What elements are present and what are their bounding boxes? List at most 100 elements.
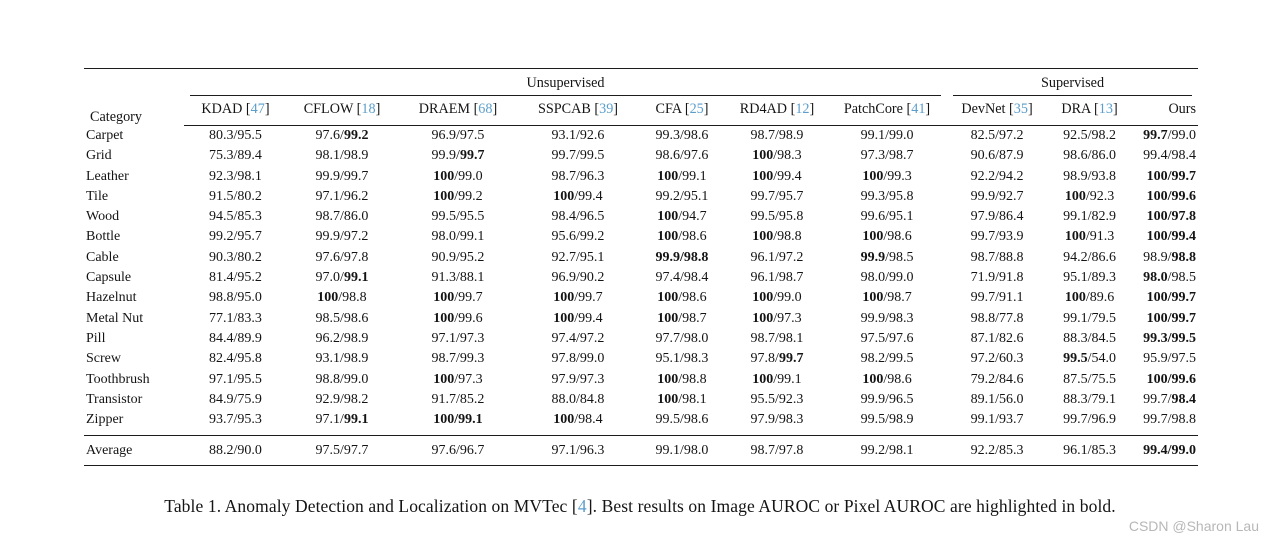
category-cell: Toothbrush <box>86 371 150 387</box>
result-cell: 97.4/98.4 <box>655 270 709 286</box>
result-cell: 100/98.6 <box>862 371 912 387</box>
result-cell: 99.1/99.0 <box>860 128 914 143</box>
result-cell: 97.3/98.7 <box>860 148 914 164</box>
citation-link[interactable]: 18 <box>361 101 376 117</box>
result-cell: 96.9/97.5 <box>431 128 485 143</box>
result-cell: 97.5/97.7 <box>287 435 397 466</box>
result-cell: 90.9/95.2 <box>431 249 485 265</box>
result-cell: 77.1/83.3 <box>209 310 262 326</box>
result-cell: 79.2/84.6 <box>970 371 1024 387</box>
result-cell: 99.7/91.1 <box>970 290 1024 306</box>
result-cell: 100/99.6 <box>1146 188 1197 204</box>
table-row: Zipper 93.7/95.3 97.1/99.1 100/99.1 100/98.4… <box>84 410 1198 436</box>
column-header-kdad: KDAD [47] <box>184 96 287 126</box>
column-header-devnet: DevNet [35] <box>947 96 1048 126</box>
category-cell: Leather <box>86 168 129 184</box>
result-cell: 98.0/99.0 <box>860 270 914 286</box>
result-cell: 100/99.0 <box>433 168 483 184</box>
result-cell: 97.1/97.3 <box>431 330 485 346</box>
result-cell: 97.9/97.3 <box>551 371 605 387</box>
category-cell: Average <box>84 435 184 466</box>
citation-link[interactable]: 47 <box>250 101 265 117</box>
result-cell: 97.1/96.2 <box>315 188 369 204</box>
result-cell: 97.1/95.5 <box>209 371 262 387</box>
citation-link[interactable]: 25 <box>689 101 704 117</box>
result-cell: 100/98.1 <box>657 391 707 407</box>
result-cell: 99.9/98.5 <box>860 249 914 265</box>
result-cell: 100/97.3 <box>433 371 483 387</box>
result-cell: 98.7/96.3 <box>551 168 605 184</box>
result-cell: 99.1/98.0 <box>637 435 727 466</box>
result-cell: 93.1/98.9 <box>315 351 369 367</box>
citation-link[interactable]: 41 <box>911 101 926 117</box>
result-cell: 99.2/95.7 <box>209 229 262 245</box>
result-cell: 98.8/77.8 <box>970 310 1024 326</box>
result-cell: 99.5/98.6 <box>655 412 709 428</box>
category-cell: Pill <box>86 330 106 346</box>
citation-link[interactable]: 68 <box>478 101 493 117</box>
result-cell: 100/99.0 <box>752 290 802 306</box>
result-cell: 96.9/90.2 <box>551 270 605 286</box>
category-cell: Metal Nut <box>86 310 144 326</box>
category-cell: Tile <box>86 188 109 204</box>
result-cell: 100/99.1 <box>752 371 802 387</box>
result-cell: 98.6/86.0 <box>1063 148 1116 164</box>
result-cell: 99.5/54.0 <box>1063 351 1116 367</box>
result-cell: 84.9/75.9 <box>209 391 262 407</box>
citation-link[interactable]: 39 <box>599 101 614 117</box>
results-table: Category Unsupervised Supervised KDAD [47] C… <box>84 68 1199 467</box>
category-cell: Screw <box>86 351 121 367</box>
table-row: Transistor 84.9/75.9 92.9/98.2 91.7/85.2 88.… <box>84 390 1198 410</box>
result-cell: 99.7/96.9 <box>1063 412 1116 428</box>
result-cell: 100/92.3 <box>1064 188 1115 204</box>
citation-link[interactable]: 35 <box>1013 101 1028 117</box>
result-cell: 96.1/98.7 <box>750 270 804 286</box>
result-cell: 98.7/98.9 <box>750 128 804 143</box>
column-header-draem: DRAEM [68] <box>397 96 519 126</box>
group-header-unsupervised: Unsupervised <box>184 69 947 96</box>
result-cell: 95.9/97.5 <box>1143 351 1197 367</box>
result-cell: 97.4/97.2 <box>551 330 605 346</box>
table-header: Category Unsupervised Supervised KDAD [47] C… <box>84 69 1199 126</box>
table-row: Metal Nut 77.1/83.3 98.5/98.6 100/99.6 100/9… <box>84 309 1198 329</box>
citation-link[interactable]: 12 <box>795 101 810 117</box>
result-cell: 99.4/99.0 <box>1132 435 1199 466</box>
category-cell: Bottle <box>86 229 121 245</box>
category-header: Category <box>90 108 143 125</box>
result-cell: 98.8/95.0 <box>209 290 262 306</box>
result-cell: 75.3/89.4 <box>209 148 262 164</box>
result-cell: 99.9/97.2 <box>315 229 369 245</box>
table-row: Hazelnut 98.8/95.0 100/98.8 100/99.7 100/99.… <box>84 288 1198 308</box>
result-cell: 98.9/98.8 <box>1143 249 1197 265</box>
result-cell: 99.7/98.4 <box>1143 391 1197 407</box>
group-header-label: Supervised <box>953 75 1193 96</box>
result-cell: 100/98.6 <box>657 229 707 245</box>
result-cell: 97.9/86.4 <box>970 209 1024 225</box>
category-cell: Zipper <box>86 412 124 428</box>
result-cell: 99.7/95.7 <box>750 188 804 204</box>
result-cell: 94.5/85.3 <box>209 209 262 225</box>
result-cell: 93.7/95.3 <box>209 412 262 428</box>
result-cell: 100/91.3 <box>1064 229 1115 245</box>
csdn-watermark: CSDN @Sharon Lau <box>1128 518 1259 534</box>
result-cell: 89.1/56.0 <box>970 391 1024 407</box>
result-cell: 87.5/75.5 <box>1063 371 1116 387</box>
citation-link[interactable]: 4 <box>577 496 587 516</box>
result-cell: 97.6/96.7 <box>397 435 519 466</box>
result-cell: 100/99.6 <box>433 310 483 326</box>
result-cell: 97.2/60.3 <box>970 351 1024 367</box>
result-cell: 88.0/84.8 <box>551 391 605 407</box>
result-cell: 100/98.8 <box>752 229 802 245</box>
column-header-patchcore: PatchCore [41] <box>827 96 948 126</box>
citation-link[interactable]: 13 <box>1098 101 1113 117</box>
result-cell: 80.3/95.5 <box>209 128 262 143</box>
result-cell: 99.5/98.9 <box>860 412 914 428</box>
result-cell: 96.2/98.9 <box>315 330 369 346</box>
result-cell: 100/99.7 <box>1146 290 1197 306</box>
result-cell: 100/98.7 <box>862 290 912 306</box>
result-cell: 95.5/92.3 <box>750 391 804 407</box>
result-cell: 99.9/96.5 <box>860 391 914 407</box>
result-cell: 94.2/86.6 <box>1063 249 1116 265</box>
result-cell: 91.3/88.1 <box>431 270 485 286</box>
result-cell: 98.0/99.1 <box>431 229 485 245</box>
